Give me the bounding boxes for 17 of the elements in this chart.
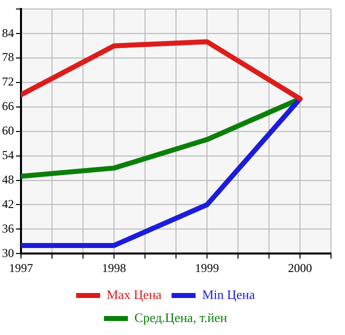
legend-label: Min Цена: [202, 286, 256, 302]
x-tick-label: 1997: [9, 260, 33, 275]
y-tick-label: 60: [2, 124, 14, 138]
y-tick-label: 54: [2, 148, 14, 162]
y-tick-label: 84: [2, 26, 14, 40]
y-tick-label: 48: [2, 172, 14, 186]
y-tick-label: 66: [2, 99, 14, 114]
y-tick-label: 30: [2, 246, 14, 260]
x-tick-label: 1999: [195, 260, 220, 275]
y-tick-label: 42: [2, 196, 14, 211]
y-tick-label: 72: [2, 74, 14, 89]
x-tick-label: 2000: [288, 260, 312, 275]
legend-label: Max Цена: [106, 286, 162, 302]
y-tick-label: 78: [2, 50, 14, 64]
legend-label: Сред.Цена, т.йен: [134, 310, 228, 325]
x-tick-label: 1998: [102, 260, 126, 275]
y-tick-label: 36: [2, 221, 14, 236]
